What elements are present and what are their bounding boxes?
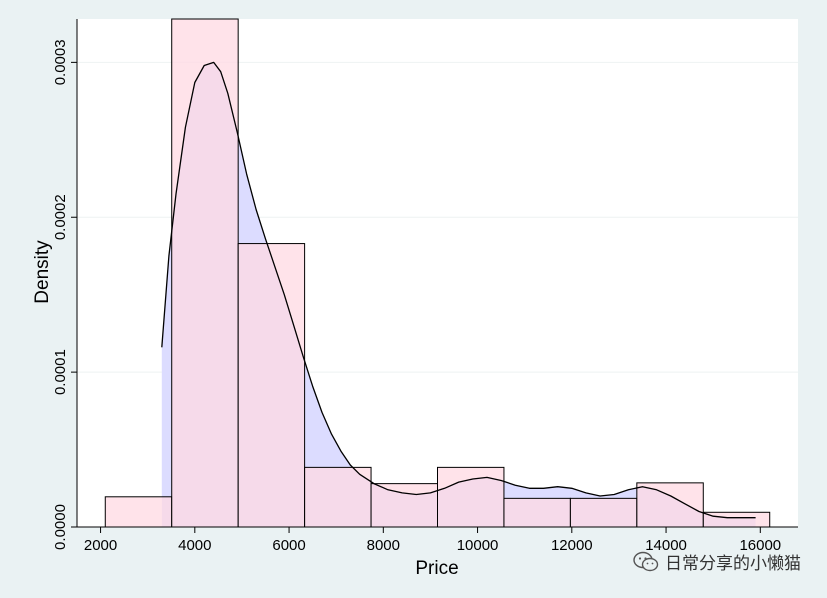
histogram-bars bbox=[104, 18, 771, 528]
histogram-bar bbox=[636, 482, 704, 528]
x-tick-label: 16000 bbox=[739, 537, 781, 554]
watermark: 日常分享的小懒猫 bbox=[633, 549, 801, 574]
histogram-bar bbox=[702, 511, 771, 528]
x-tick-label: 14000 bbox=[645, 537, 687, 554]
x-axis-ticks: 2000 4000 6000 8000 10000 12000 14000 16000 bbox=[84, 527, 781, 554]
wechat-icon bbox=[633, 551, 659, 571]
x-tick-label: 4000 bbox=[178, 537, 211, 554]
y-tick-label: 0.0001 bbox=[52, 349, 69, 395]
x-tick-label: 6000 bbox=[272, 537, 305, 554]
histogram-bar bbox=[104, 496, 173, 528]
histogram-bar bbox=[370, 483, 438, 528]
density-area bbox=[161, 62, 756, 528]
y-axis-label: Density bbox=[32, 240, 53, 304]
x-tick-label: 2000 bbox=[84, 537, 117, 554]
y-tick-label: 0.0000 bbox=[52, 504, 69, 550]
histogram-bar bbox=[503, 497, 571, 528]
x-tick-label: 12000 bbox=[551, 537, 593, 554]
y-tick-label: 0.0002 bbox=[52, 194, 69, 240]
density-fill-layer bbox=[161, 62, 756, 528]
y-axis-ticks: 0.0000 0.0001 0.0002 0.0003 bbox=[52, 39, 77, 550]
x-tick-label: 10000 bbox=[457, 537, 499, 554]
histogram-bar bbox=[437, 466, 505, 528]
histogram-bar bbox=[304, 466, 372, 528]
watermark-text: 日常分享的小懒猫 bbox=[665, 554, 801, 574]
density-curve bbox=[161, 61, 756, 519]
x-tick-label: 8000 bbox=[367, 537, 400, 554]
histogram-bar bbox=[171, 18, 239, 528]
axes bbox=[76, 19, 798, 528]
histogram-bar bbox=[237, 243, 306, 528]
y-tick-label: 0.0003 bbox=[52, 39, 69, 85]
density-curve-layer bbox=[161, 61, 756, 519]
x-axis-label: Price bbox=[415, 558, 458, 579]
histogram-bar bbox=[569, 497, 638, 528]
